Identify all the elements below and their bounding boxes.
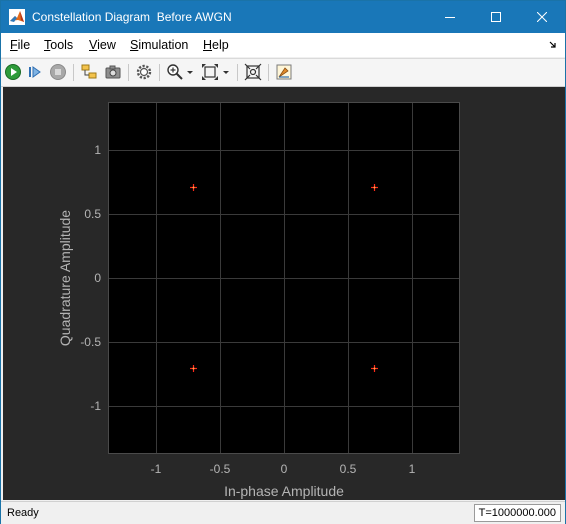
y-tick-label: 0	[94, 271, 101, 285]
scale-axes-icon	[202, 64, 218, 80]
toolbar-separator	[268, 64, 269, 81]
toolbar-separator	[128, 64, 129, 81]
zoom-dropdown-button[interactable]	[186, 63, 194, 81]
y-tick-label: 1	[94, 143, 101, 157]
constellation-point	[370, 184, 378, 192]
stop-icon	[50, 64, 66, 80]
menu-simulation[interactable]: Simulation	[130, 38, 189, 52]
y-axis-label: Quadrature Amplitude	[57, 210, 73, 346]
settings-icon	[136, 64, 152, 80]
zoom-in-button[interactable]	[166, 63, 184, 81]
style-button[interactable]	[275, 63, 293, 81]
menu-tools[interactable]: Tools	[44, 38, 74, 52]
matlab-logo-icon	[9, 9, 25, 25]
x-tick-label: 0.5	[340, 462, 357, 476]
scale-axes-button[interactable]	[201, 63, 219, 81]
menu-view[interactable]: View	[89, 38, 116, 52]
x-tick-label: 1	[409, 462, 416, 476]
title-bar[interactable]: Constellation Diagram Before AWGN	[1, 1, 565, 33]
step-forward-icon	[29, 66, 41, 78]
grid-lines	[108, 102, 460, 454]
y-tick-label: 0.5	[84, 207, 101, 221]
toolbar	[1, 58, 565, 87]
step-forward-button[interactable]	[26, 63, 44, 81]
maximize-button[interactable]	[473, 1, 519, 33]
snapshot-button[interactable]	[104, 63, 122, 81]
toolbar-separator	[159, 64, 160, 81]
highlight-block-icon	[81, 64, 97, 79]
constellation-point	[190, 184, 198, 192]
measurements-button[interactable]	[244, 63, 262, 81]
toolbar-separator	[237, 64, 238, 81]
window-title: Constellation Diagram Before AWGN	[32, 10, 232, 24]
menu-bar: File Tools View Simulation Help	[1, 33, 565, 57]
scale-dropdown-button[interactable]	[222, 63, 230, 81]
menu-help[interactable]: Help	[203, 38, 229, 52]
figure-area: -1 -0.5 0 0.5 1 -1 -0.5 0 0.5 1 In-phase Amplitu…	[3, 87, 565, 500]
constellation-points	[190, 184, 378, 372]
zoom-in-icon	[167, 64, 183, 80]
menu-file[interactable]: File	[10, 38, 31, 52]
toolbar-separator	[73, 64, 74, 81]
x-tick-label: 0	[281, 462, 288, 476]
x-tick-label: -0.5	[210, 462, 231, 476]
y-tick-label: -0.5	[80, 335, 101, 349]
style-icon	[276, 64, 292, 80]
simulation-time: T=1000000.000	[473, 504, 561, 522]
close-button[interactable]	[519, 1, 565, 33]
snapshot-icon	[105, 65, 121, 79]
close-icon	[537, 12, 547, 22]
y-tick-label: -1	[90, 399, 101, 413]
status-bar: Ready T=1000000.000	[1, 501, 565, 524]
status-text: Ready	[7, 507, 39, 519]
minimize-icon	[445, 17, 455, 18]
x-tick-labels: -1 -0.5 0 0.5 1	[151, 462, 416, 476]
stop-button[interactable]	[49, 63, 67, 81]
zoom-dropdown-icon	[187, 71, 193, 74]
x-tick-label: -1	[151, 462, 162, 476]
constellation-point	[190, 364, 198, 372]
y-tick-labels: -1 -0.5 0 0.5 1	[80, 143, 101, 413]
axes-border	[108, 102, 460, 454]
highlight-block-button[interactable]	[80, 63, 98, 81]
run-icon	[5, 64, 21, 80]
constellation-plot[interactable]: -1 -0.5 0 0.5 1 -1 -0.5 0 0.5 1 In-phase Amplitu…	[3, 87, 565, 500]
maximize-icon	[491, 12, 501, 22]
scale-dropdown-icon	[223, 71, 229, 74]
run-button[interactable]	[4, 63, 22, 81]
x-axis-label: In-phase Amplitude	[224, 483, 344, 499]
settings-button[interactable]	[135, 63, 153, 81]
dock-arrow-icon[interactable]	[549, 41, 557, 49]
constellation-point	[370, 364, 378, 372]
measurements-icon	[244, 63, 262, 81]
minimize-button[interactable]	[427, 1, 473, 33]
